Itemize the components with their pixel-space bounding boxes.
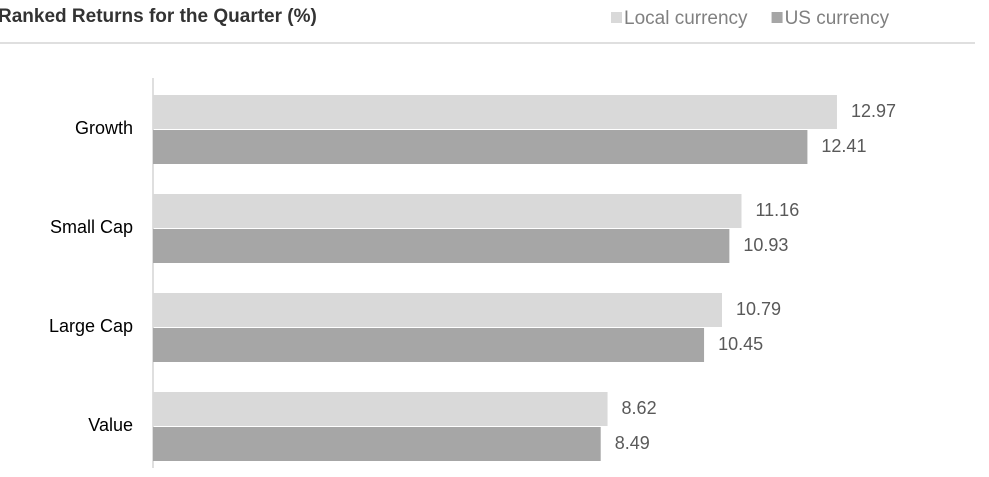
category-label: Value — [88, 415, 133, 435]
bar — [153, 130, 808, 164]
bar — [153, 95, 837, 129]
legend-label: US currency — [785, 8, 890, 29]
data-label: 11.16 — [756, 200, 800, 220]
data-label: 12.41 — [821, 136, 866, 156]
bar — [153, 194, 742, 228]
bar — [153, 392, 608, 426]
chart-title: Ranked Returns for the Quarter (%) — [0, 6, 317, 27]
data-label: 10.45 — [718, 334, 763, 354]
category-label: Large Cap — [49, 316, 133, 336]
bar — [153, 229, 730, 263]
data-label: 10.93 — [743, 235, 788, 255]
bar — [153, 293, 722, 327]
category-label: Small Cap — [50, 217, 133, 237]
category-label: Growth — [75, 118, 133, 138]
data-label: 12.97 — [851, 101, 896, 121]
bar — [153, 427, 601, 461]
data-label: 8.49 — [615, 433, 650, 453]
bar — [153, 328, 705, 362]
legend-label: Local currency — [624, 8, 748, 29]
data-label: 10.79 — [736, 299, 781, 319]
legend-swatch — [611, 12, 622, 23]
data-label: 8.62 — [622, 398, 657, 418]
legend-swatch — [771, 12, 783, 23]
